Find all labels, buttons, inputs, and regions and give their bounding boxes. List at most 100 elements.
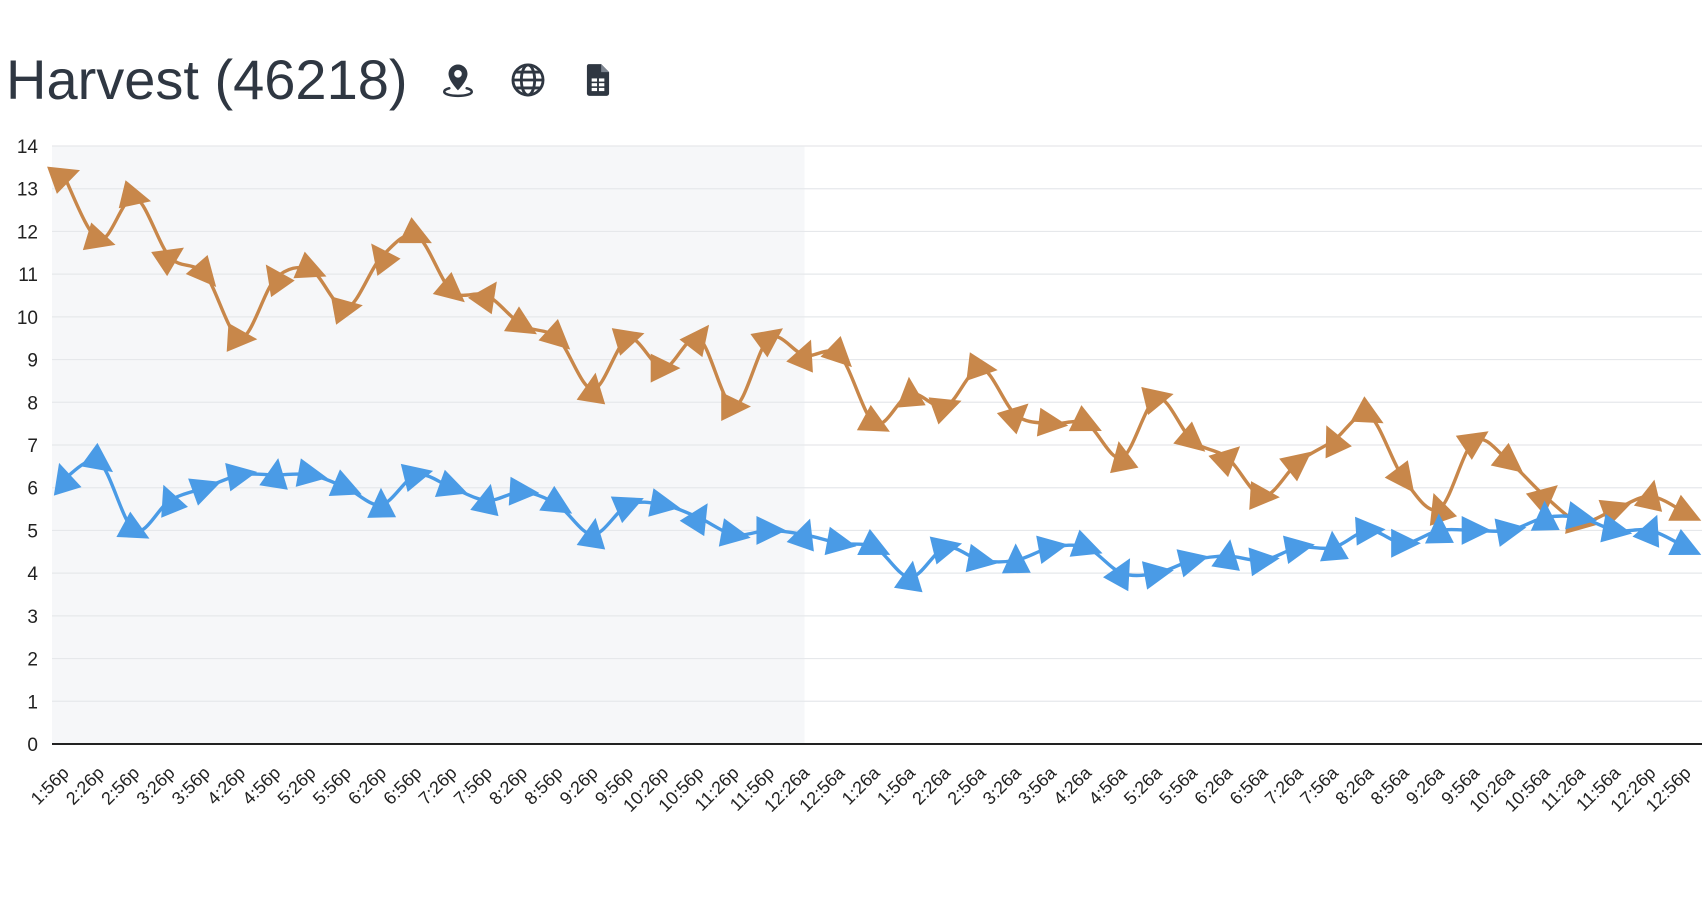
data-point-marker [1283, 535, 1315, 565]
data-point-marker [539, 485, 573, 514]
x-tick-label: 8:56a [1367, 762, 1414, 809]
data-point-marker [610, 496, 644, 524]
data-point-marker [259, 458, 288, 490]
y-tick-label: 1 [27, 692, 38, 713]
x-tick-label: 9:26p [556, 763, 602, 809]
data-point-marker [1068, 405, 1102, 432]
data-point-marker [856, 404, 890, 432]
line-chart: 012345678910111213141:56p2:26p2:56p3:26p… [17, 137, 1702, 816]
y-tick-label: 11 [18, 265, 38, 286]
data-point-marker [53, 462, 82, 496]
data-point-marker [721, 392, 751, 422]
data-point-marker [1001, 543, 1031, 574]
data-point-marker [1141, 386, 1174, 416]
data-point-marker [928, 397, 962, 425]
page-title: Harvest (46218) [6, 48, 408, 111]
x-tick-label: 6:56a [1226, 762, 1273, 809]
data-point-marker [398, 217, 432, 244]
x-tick-label: 1:26a [838, 762, 885, 809]
data-point-marker [467, 281, 497, 315]
data-point-marker [1668, 528, 1702, 555]
data-point-marker [371, 243, 401, 276]
data-point-marker [432, 271, 465, 303]
data-point-marker [648, 488, 681, 517]
data-point-marker [756, 515, 787, 545]
globe-icon[interactable] [508, 60, 548, 100]
data-point-marker [188, 478, 222, 506]
data-point-marker [508, 476, 540, 506]
data-point-marker [679, 324, 710, 358]
y-tick-label: 5 [27, 521, 38, 542]
data-point-marker [857, 528, 891, 555]
y-tick-label: 8 [27, 393, 38, 414]
data-point-marker [1530, 500, 1560, 531]
x-tick-label: 8:56p [520, 763, 566, 809]
data-point-marker [1632, 514, 1660, 548]
data-point-marker [1490, 442, 1524, 473]
data-point-marker [1069, 529, 1103, 557]
data-point-marker [1525, 485, 1558, 516]
y-tick-label: 3 [27, 607, 38, 628]
data-point-marker [679, 503, 708, 537]
x-tick-label: 8:26a [1331, 762, 1378, 809]
x-tick-label: 4:26p [203, 763, 249, 809]
data-point-marker [225, 462, 258, 492]
data-point-marker [1141, 561, 1174, 590]
x-tick-label: 3:56a [1014, 762, 1061, 809]
data-point-marker [1668, 494, 1702, 521]
x-tick-label: 2:56a [944, 762, 991, 809]
data-point-marker [1355, 516, 1386, 546]
y-tick-label: 4 [27, 564, 38, 585]
x-tick-label: 8:26p [485, 763, 531, 809]
y-tick-label: 14 [17, 137, 39, 158]
data-point-marker [1350, 396, 1384, 424]
x-tick-label: 7:26p [415, 763, 461, 809]
data-point-marker [1110, 441, 1139, 474]
data-point-marker [503, 306, 537, 335]
data-point-marker [786, 518, 814, 552]
y-tick-label: 7 [27, 436, 38, 457]
data-point-marker [1320, 530, 1349, 562]
y-tick-label: 9 [27, 351, 38, 372]
x-tick-label: 1:56a [873, 762, 920, 809]
data-point-marker [82, 222, 116, 251]
data-point-marker [118, 180, 152, 209]
data-point-marker [820, 336, 852, 368]
x-tick-label: 6:56p [379, 763, 425, 809]
y-tick-label: 2 [27, 650, 38, 671]
data-point-marker [965, 543, 998, 573]
data-point-marker [1391, 528, 1421, 558]
x-tick-label: 7:56p [450, 763, 496, 809]
x-tick-label: 9:26a [1402, 762, 1449, 809]
x-tick-label: 4:26a [1049, 762, 1096, 809]
x-tick-label: 2:56p [97, 763, 143, 809]
y-tick-label: 10 [17, 308, 38, 329]
data-point-marker [1429, 493, 1458, 526]
data-point-marker [1600, 513, 1633, 543]
y-tick-label: 0 [27, 735, 38, 756]
x-tick-label: 3:26a [979, 762, 1026, 809]
spreadsheet-icon[interactable] [578, 60, 618, 100]
y-tick-label: 6 [27, 479, 38, 500]
data-point-marker [1494, 518, 1527, 547]
data-point-marker [824, 526, 857, 556]
data-point-marker [576, 372, 606, 405]
data-point-marker [400, 463, 434, 492]
data-point-marker [1279, 451, 1312, 482]
data-point-marker [47, 166, 80, 194]
data-point-marker [116, 511, 150, 539]
data-point-marker [295, 458, 328, 487]
map-pin-icon[interactable] [438, 60, 478, 100]
data-point-marker [1103, 558, 1131, 592]
y-tick-label: 13 [17, 180, 38, 201]
data-point-marker [226, 323, 258, 352]
x-tick-label: 5:56p [309, 763, 355, 809]
data-point-marker [470, 483, 499, 517]
data-point-marker [80, 442, 114, 473]
data-point-marker [1036, 407, 1069, 437]
x-tick-label: 1:56p [27, 763, 73, 809]
data-point-marker [434, 469, 468, 497]
data-point-marker [718, 518, 751, 547]
data-point-marker [929, 536, 963, 565]
x-tick-label: 5:56a [1155, 762, 1202, 809]
